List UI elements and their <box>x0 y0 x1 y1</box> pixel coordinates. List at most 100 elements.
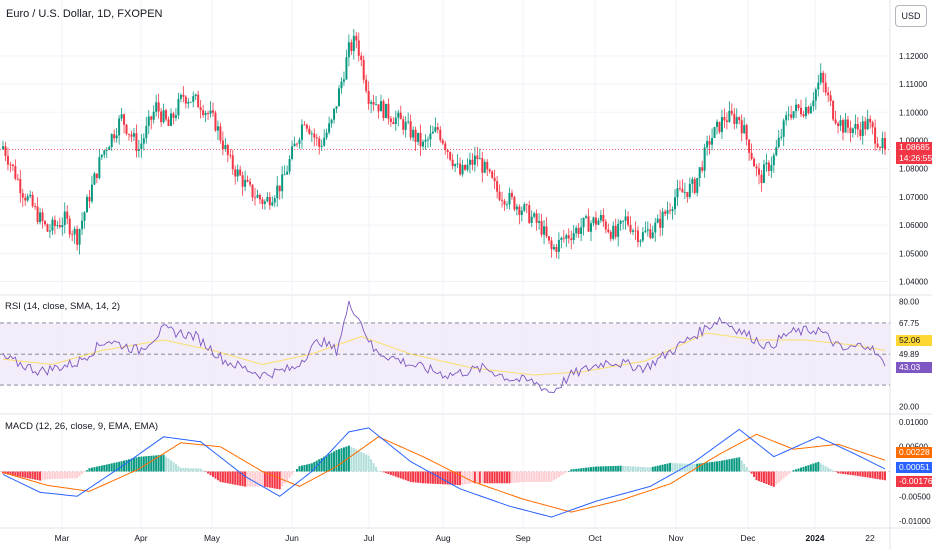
candle-body <box>147 116 150 126</box>
macd-hist-bar <box>424 471 427 484</box>
price-tick-label: 1.11000 <box>899 80 928 89</box>
candle-body <box>518 206 521 215</box>
macd-hist-bar <box>718 461 721 472</box>
candle-body <box>644 230 647 233</box>
candle-body <box>622 220 625 222</box>
macd-hist-bar <box>528 471 531 483</box>
candle-body <box>132 133 135 137</box>
candle-body <box>177 98 180 116</box>
candle-body <box>876 143 879 148</box>
candle-body <box>827 92 830 96</box>
macd-hist-bar <box>110 463 113 472</box>
macd-signal-badge: 0.00228 <box>896 447 932 458</box>
macd-hist-bar <box>95 466 98 472</box>
macd-hist-bar <box>864 471 867 478</box>
currency-button[interactable]: USD <box>895 5 927 27</box>
candle-body <box>310 133 313 135</box>
candle-body <box>683 191 686 193</box>
candle-body <box>44 221 46 225</box>
candle-body <box>506 204 508 206</box>
macd-hist-bar <box>829 469 832 472</box>
macd-hist-bar <box>350 446 353 472</box>
candle-body <box>580 227 583 234</box>
macd-hist-bar <box>229 471 232 484</box>
macd-hist-bar <box>565 471 568 473</box>
macd-hist-bar <box>481 471 484 484</box>
macd-hist-bar <box>693 464 696 472</box>
candle-body <box>244 179 247 187</box>
macd-hist-bar <box>582 467 585 472</box>
candle-body <box>540 221 543 235</box>
candle-body <box>291 146 294 159</box>
candle-body <box>720 117 723 133</box>
candle-body <box>859 129 862 136</box>
candle-body <box>128 133 130 135</box>
macd-hist-bar <box>859 471 862 477</box>
candle-body <box>24 197 27 201</box>
candle-body <box>688 183 691 198</box>
candle-body <box>807 106 810 114</box>
candle-body <box>481 158 484 173</box>
macd-hist-bar <box>585 467 588 472</box>
candle-body <box>632 230 634 232</box>
macd-hist-bar <box>550 471 553 482</box>
price-tick-label: 1.08000 <box>899 165 928 174</box>
candle-body <box>293 143 296 147</box>
macd-hist-bar <box>132 458 135 472</box>
macd-hist-bar <box>790 471 793 473</box>
macd-hist-bar <box>785 471 788 477</box>
candle-body <box>313 133 316 138</box>
candle-body <box>103 150 106 155</box>
macd-hist-bar <box>375 466 378 472</box>
macd-hist-bar <box>330 452 333 472</box>
candle-body <box>708 141 711 145</box>
macd-hist-bar <box>239 471 242 486</box>
candle-body <box>804 106 807 117</box>
candle-body <box>641 232 644 241</box>
time-tick-label: 2024 <box>806 533 825 543</box>
candle-body <box>555 246 558 252</box>
macd-hist-bar <box>130 458 133 472</box>
macd-hist-bar <box>412 471 415 483</box>
candle-body <box>137 148 140 151</box>
candle-body <box>249 181 252 185</box>
macd-hist-bar <box>812 463 815 472</box>
macd-hist-bar <box>617 465 620 472</box>
macd-hist-bar <box>590 467 592 472</box>
macd-hist-bar <box>545 471 548 482</box>
macd-hist-bar <box>703 462 706 472</box>
candle-body <box>88 196 91 202</box>
macd-hist-bar <box>123 460 126 472</box>
candle-body <box>145 125 148 139</box>
candle-body <box>90 184 93 202</box>
candle-body <box>98 157 101 179</box>
chart-title: Euro / U.S. Dollar, 1D, FXOPEN <box>6 8 163 20</box>
time-tick-label: Jun <box>285 533 299 543</box>
macd-hist-bar <box>407 471 410 482</box>
macd-hist-bar <box>209 471 212 476</box>
macd-hist-bar <box>88 468 91 472</box>
candle-body <box>582 217 585 228</box>
macd-hist-bar <box>187 468 190 472</box>
macd-hist-bar <box>68 471 71 479</box>
candle-body <box>725 120 728 122</box>
macd-hist-bar <box>849 471 852 475</box>
candle-body <box>846 119 849 128</box>
macd-hist-bar <box>884 471 886 481</box>
candle-body <box>552 246 555 250</box>
candle-body <box>387 103 390 119</box>
candle-body <box>31 194 34 207</box>
macd-hist-bar <box>394 471 397 477</box>
macd-hist-bar <box>147 455 150 472</box>
candle-body <box>167 119 170 126</box>
candle-body <box>46 224 49 232</box>
macd-hist-bar <box>174 464 177 472</box>
candle-body <box>355 35 358 41</box>
macd-hist-bar <box>730 458 733 472</box>
candle-body <box>718 121 721 133</box>
candle-body <box>261 199 264 204</box>
macd-hist-bar <box>856 471 859 476</box>
candle-body <box>592 217 595 224</box>
macd-hist-bar <box>226 471 229 484</box>
